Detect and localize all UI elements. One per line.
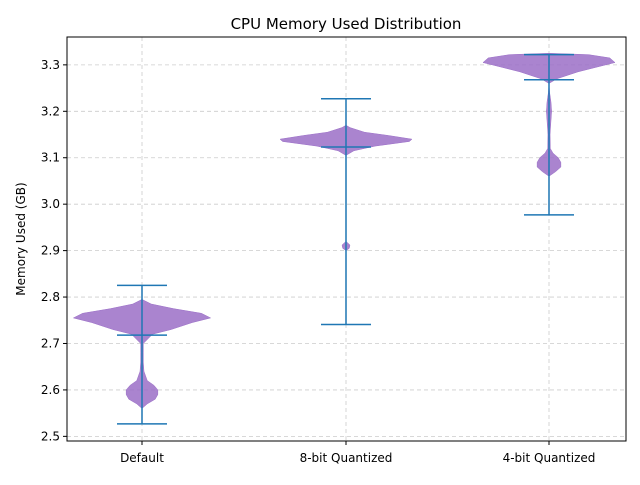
y-tick-label: 2.6 <box>41 383 60 397</box>
y-tick-label: 2.9 <box>41 244 60 258</box>
y-tick-label: 2.7 <box>41 336 60 350</box>
violin-layer <box>72 52 616 409</box>
x-axis-ticks: Default 8-bit Quantized 4-bit Quantized <box>120 441 595 465</box>
y-tick-label: 3.3 <box>41 58 60 72</box>
y-axis-ticks: 2.5 2.6 2.7 2.8 2.9 3.0 3.1 3.2 3.3 <box>41 58 67 443</box>
x-tick-label: Default <box>120 451 164 465</box>
y-tick-label: 3.0 <box>41 197 60 211</box>
x-tick-label: 4-bit Quantized <box>503 451 596 465</box>
y-tick-label: 2.5 <box>41 429 60 443</box>
y-tick-label: 2.8 <box>41 290 60 304</box>
x-tick-label: 8-bit Quantized <box>300 451 393 465</box>
stat-layer <box>117 53 574 425</box>
y-axis-label: Memory Used (GB) <box>14 182 28 295</box>
chart-title: CPU Memory Used Distribution <box>231 15 462 33</box>
y-tick-label: 3.1 <box>41 151 60 165</box>
y-tick-label: 3.2 <box>41 104 60 118</box>
